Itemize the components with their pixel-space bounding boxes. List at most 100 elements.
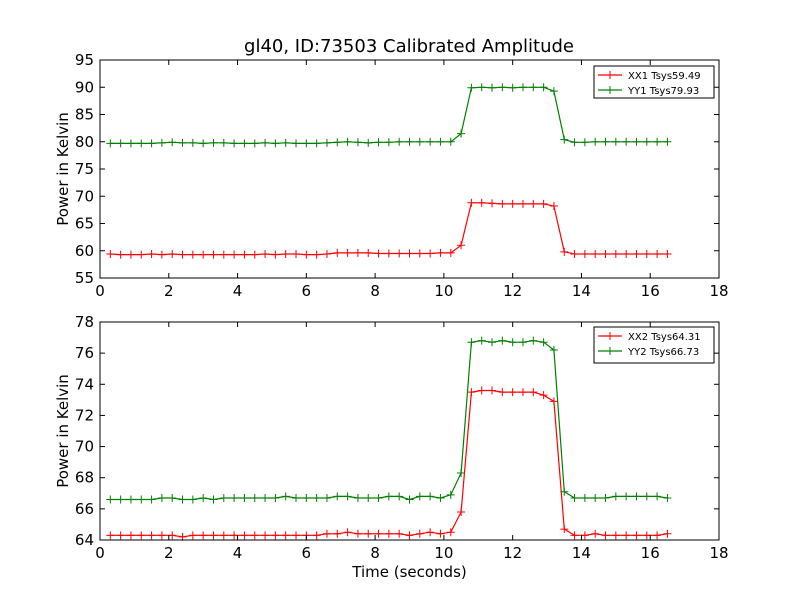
data-point [322, 529, 331, 538]
data-point [415, 137, 424, 146]
data-point [374, 493, 383, 502]
data-point [281, 492, 290, 501]
data-point [106, 495, 115, 504]
data-point [570, 138, 579, 147]
x-tick-label: 6 [302, 282, 312, 300]
data-point [591, 137, 600, 146]
data-point [663, 250, 672, 259]
data-point [653, 492, 662, 501]
y-axis-label: Power in Kelvin [54, 374, 72, 488]
y-tick-label: 95 [75, 51, 94, 69]
data-point [343, 137, 352, 146]
data-point [405, 137, 414, 146]
y-tick-label: 70 [75, 438, 94, 456]
legend-marker [606, 332, 614, 340]
data-point [106, 531, 115, 540]
data-point [322, 493, 331, 502]
data-point [395, 492, 404, 501]
data-point [322, 138, 331, 147]
data-point [364, 248, 373, 257]
data-point [488, 338, 497, 347]
y-tick-label: 90 [75, 78, 94, 96]
data-point [219, 531, 228, 540]
y-tick-label: 72 [75, 406, 94, 424]
data-point [580, 531, 589, 540]
data-point [126, 531, 135, 540]
data-point [622, 531, 631, 540]
data-point [364, 493, 373, 502]
data-point [219, 138, 228, 147]
data-point [457, 469, 466, 478]
data-point [312, 139, 321, 148]
data-point [230, 531, 239, 540]
data-point [343, 248, 352, 257]
data-point [580, 138, 589, 147]
data-point [549, 87, 558, 96]
data-point [611, 250, 620, 259]
data-point [137, 139, 146, 148]
data-point [302, 250, 311, 259]
y-tick-label: 55 [75, 269, 94, 287]
data-point [126, 250, 135, 259]
data-point [374, 249, 383, 258]
data-point [333, 529, 342, 538]
legend-label: XX1 Tsys59.49 [628, 71, 701, 82]
y-tick-label: 66 [75, 500, 94, 518]
data-point [126, 139, 135, 148]
x-tick-label: 18 [709, 282, 728, 300]
data-point [611, 137, 620, 146]
data-point [549, 397, 558, 406]
data-point [508, 338, 517, 347]
data-point [518, 83, 527, 92]
data-point [219, 493, 228, 502]
data-point [168, 493, 177, 502]
panel-1: 0 2 4 6 8 10 12 14 16 18 55 60 65 70 75 80 85 90 95 Power i… [54, 51, 729, 300]
data-point [467, 83, 476, 92]
data-point [488, 199, 497, 208]
data-point [292, 250, 301, 259]
x-tick-label: 12 [503, 544, 522, 562]
data-point [405, 249, 414, 258]
data-point [137, 495, 146, 504]
data-point [529, 388, 538, 397]
data-point [302, 493, 311, 502]
axes-frame [99, 321, 720, 541]
data-point [477, 386, 486, 395]
data-point [353, 493, 362, 502]
x-tick-label: 18 [709, 544, 728, 562]
data-point [168, 531, 177, 540]
data-point [508, 199, 517, 208]
data-point [477, 336, 486, 345]
data-point [632, 250, 641, 259]
data-point [632, 137, 641, 146]
y-tick-label: 70 [75, 187, 94, 205]
y-tick-label: 80 [75, 133, 94, 151]
data-point [415, 249, 424, 258]
data-point [116, 139, 125, 148]
data-point [240, 139, 249, 148]
data-point [611, 492, 620, 501]
data-point [508, 83, 517, 92]
data-point [601, 250, 610, 259]
y-tick-label: 65 [75, 215, 94, 233]
data-point [271, 139, 280, 148]
data-point [312, 250, 321, 259]
data-point [477, 198, 486, 207]
data-point [343, 528, 352, 537]
data-point [353, 248, 362, 257]
data-point [580, 250, 589, 259]
data-point [188, 531, 197, 540]
data-point [560, 525, 569, 534]
x-tick-label: 4 [233, 544, 243, 562]
data-point [116, 495, 125, 504]
data-point [157, 493, 166, 502]
x-tick-label: 4 [233, 282, 243, 300]
data-point [230, 139, 239, 148]
data-point [353, 138, 362, 147]
data-point [591, 493, 600, 502]
data-point [467, 198, 476, 207]
data-point [384, 138, 393, 147]
data-point [261, 493, 270, 502]
x-tick-label: 2 [164, 544, 174, 562]
